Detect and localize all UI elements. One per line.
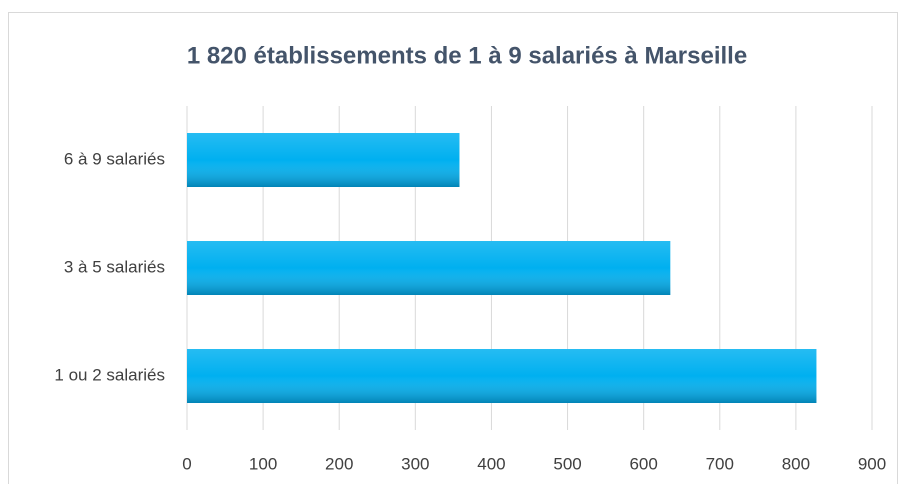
y-tick-label: 6 à 9 salariés: [64, 149, 165, 168]
x-tick-label: 0: [182, 454, 191, 473]
x-tick-label: 800: [782, 454, 810, 473]
y-tick-label: 1 ou 2 salariés: [54, 365, 165, 384]
x-tick-label: 100: [249, 454, 277, 473]
y-tick-label: 3 à 5 salariés: [64, 257, 165, 276]
x-tick-label: 900: [858, 454, 886, 473]
bar-shade: [187, 349, 817, 403]
x-tick-label: 700: [706, 454, 734, 473]
x-tick-label: 500: [553, 454, 581, 473]
x-tick-label: 200: [325, 454, 353, 473]
x-tick-label: 300: [401, 454, 429, 473]
x-tick-label: 600: [629, 454, 657, 473]
x-tick-label: 400: [477, 454, 505, 473]
chart-title: 1 820 établissements de 1 à 9 salariés à…: [187, 42, 747, 69]
bar-shade: [187, 133, 460, 187]
bar-shade: [187, 241, 671, 295]
